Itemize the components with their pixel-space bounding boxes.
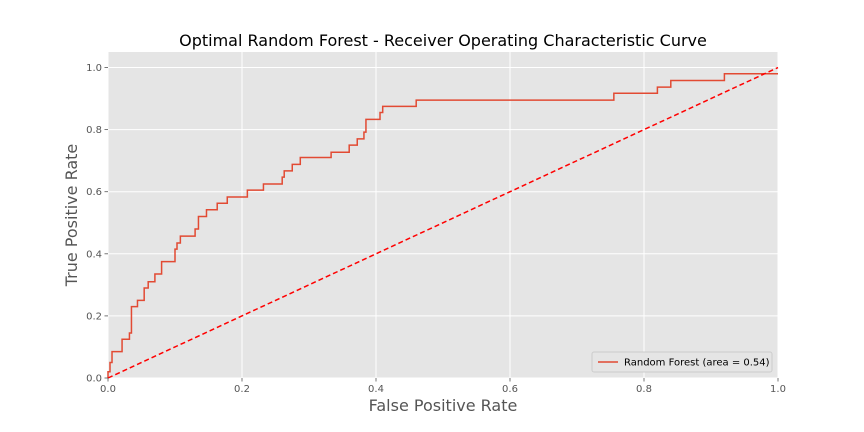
x-tick-label: 1.0 — [770, 384, 786, 395]
x-tick-label: 0.6 — [502, 384, 518, 395]
ticks: 0.0 0.2 0.4 0.6 0.8 1.0 0.0 0.2 0.4 0.6 0.8 1.0 — [86, 63, 786, 395]
legend-label-random-forest: Random Forest (area = 0.54) — [624, 358, 770, 369]
grid — [107, 52, 779, 379]
y-tick-label: 0.2 — [86, 311, 102, 322]
roc-curve-line — [107, 72, 778, 378]
legend-box — [591, 351, 773, 373]
legend: Random Forest (area = 0.54) — [591, 351, 773, 373]
x-tick-label: 0.8 — [636, 384, 652, 395]
y-tick-label: 0.4 — [86, 249, 102, 260]
chance-diagonal-line — [107, 66, 779, 379]
chart-title: Optimal Random Forest - Receiver Operati… — [179, 31, 707, 50]
x-tick-label: 0.4 — [368, 384, 384, 395]
plot-area — [108, 52, 778, 378]
y-tick-label: 0.6 — [86, 187, 102, 198]
x-axis-label: False Positive Rate — [369, 396, 518, 415]
x-tick-label: 0.0 — [100, 384, 116, 395]
y-tick-label: 1.0 — [86, 63, 102, 74]
y-tick-label: 0.8 — [86, 125, 102, 136]
y-tick-label: 0.0 — [86, 374, 102, 385]
series-layer — [107, 66, 779, 379]
x-tick-label: 0.2 — [234, 384, 250, 395]
y-axis-label: True Positive Rate — [62, 144, 81, 288]
